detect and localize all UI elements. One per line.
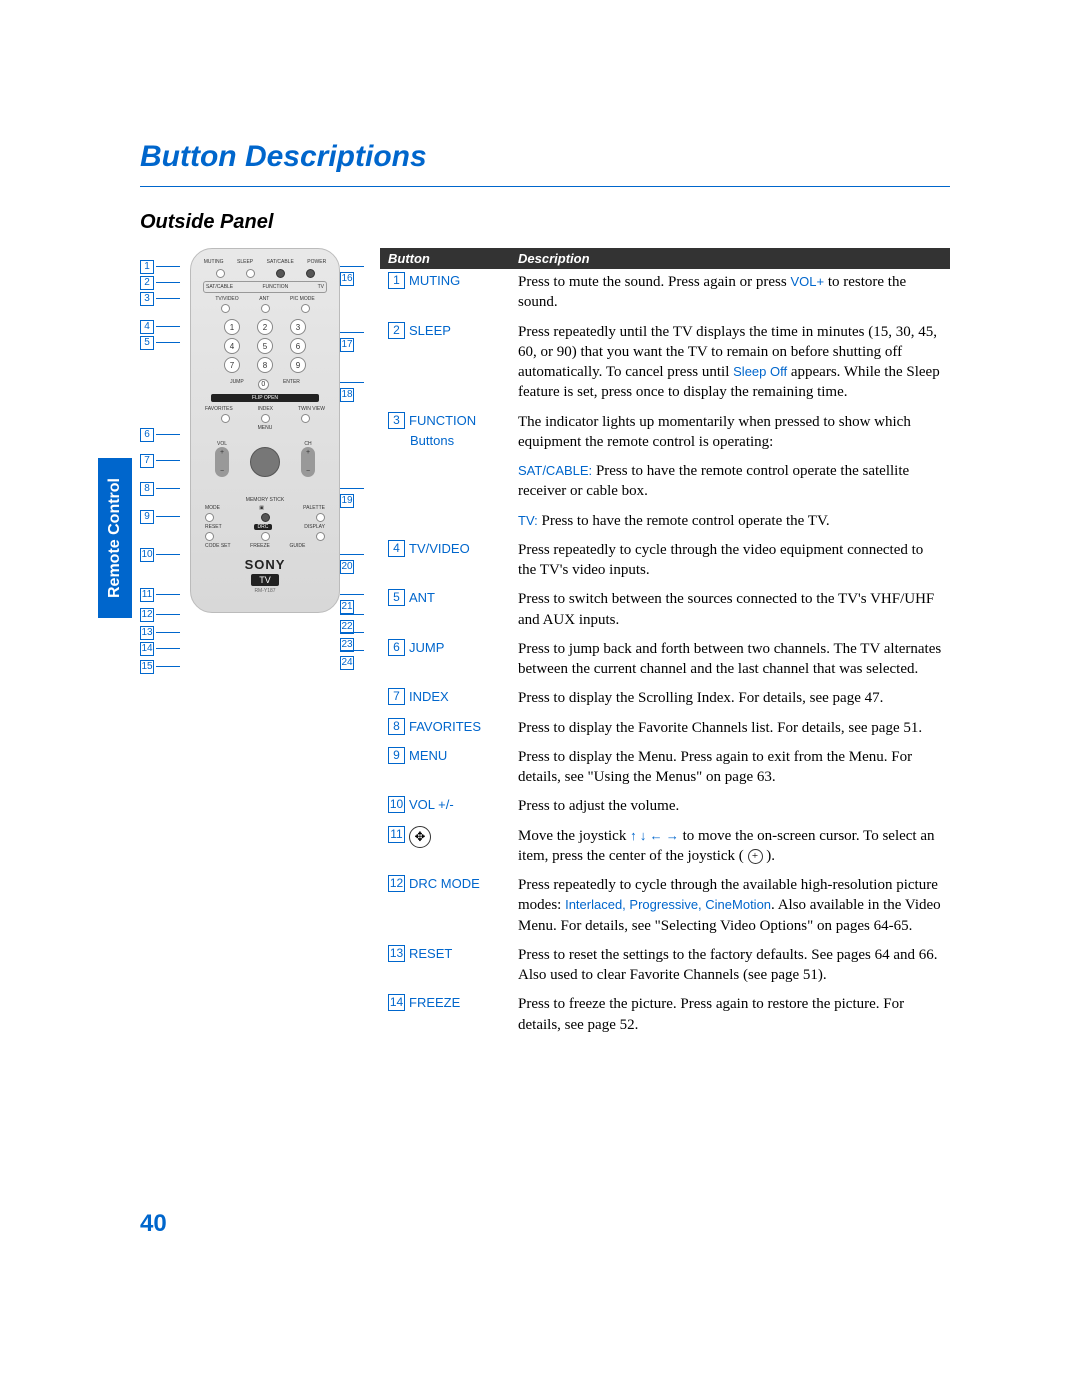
description-cell: Press to display the Scrolling Index. Fo… (510, 685, 950, 714)
table-row: 7INDEXPress to display the Scrolling Ind… (380, 685, 950, 714)
callout-8: 8 (140, 482, 180, 496)
button-cell: 1MUTING (380, 269, 510, 319)
table-row: 12DRC MODEPress repeatedly to cycle thro… (380, 872, 950, 942)
content-row: MUTING SLEEP SAT/CABLE POWER SAT/CABLE F… (140, 248, 950, 1041)
callout-13: 13 (140, 626, 180, 640)
table-row: 9MENUPress to display the Menu. Press ag… (380, 744, 950, 794)
button-cell: 5ANT (380, 586, 510, 636)
callout-5: 5 (140, 336, 180, 350)
joystick-icon (409, 826, 431, 848)
page-title: Button Descriptions (140, 140, 950, 174)
title-rule (140, 186, 950, 187)
button-cell: 4TV/VIDEO (380, 537, 510, 587)
callout-3: 3 (140, 292, 180, 306)
table-row: 13RESETPress to reset the settings to th… (380, 942, 950, 992)
col-header-button: Button (380, 248, 510, 269)
description-cell: Press to display the Menu. Press again t… (510, 744, 950, 794)
description-cell: Move the joystick ↑ ↓ ← → to move the on… (510, 823, 950, 873)
button-cell: 13RESET (380, 942, 510, 992)
description-cell: Press repeatedly to cycle through the vi… (510, 537, 950, 587)
button-description-table: Button Description 1MUTINGPress to mute … (380, 248, 950, 1041)
description-cell: Press to jump back and forth between two… (510, 636, 950, 686)
callout-1: 1 (140, 260, 180, 274)
description-cell: Press repeatedly until the TV displays t… (510, 319, 950, 409)
callout-7: 7 (140, 454, 180, 468)
button-cell: 6JUMP (380, 636, 510, 686)
remote-column: MUTING SLEEP SAT/CABLE POWER SAT/CABLE F… (140, 248, 360, 613)
button-cell: 10VOL +/- (380, 793, 510, 822)
table-row: 3FUNCTIONButtonsThe indicator lights up … (380, 409, 950, 459)
callout-24: 24 (340, 644, 366, 670)
table-row: 1MUTINGPress to mute the sound. Press ag… (380, 269, 950, 319)
description-cell: Press to reset the settings to the facto… (510, 942, 950, 992)
button-cell: 9MENU (380, 744, 510, 794)
remote-illustration: MUTING SLEEP SAT/CABLE POWER SAT/CABLE F… (190, 248, 340, 613)
button-cell: 8FAVORITES (380, 715, 510, 744)
table-row: 4TV/VIDEOPress repeatedly to cycle throu… (380, 537, 950, 587)
description-cell: The indicator lights up momentarily when… (510, 409, 950, 459)
table-row: 8FAVORITESPress to display the Favorite … (380, 715, 950, 744)
description-table-column: Button Description 1MUTINGPress to mute … (380, 248, 950, 1041)
button-cell: 3FUNCTIONButtons (380, 409, 510, 459)
description-cell: Press repeatedly to cycle through the av… (510, 872, 950, 942)
table-row: 5ANTPress to switch between the sources … (380, 586, 950, 636)
table-row: TV: Press to have the remote control ope… (380, 508, 950, 537)
callout-4: 4 (140, 320, 180, 334)
callout-9: 9 (140, 510, 180, 524)
table-row: 2SLEEPPress repeatedly until the TV disp… (380, 319, 950, 409)
callout-6: 6 (140, 428, 180, 442)
callout-20: 20 (340, 548, 366, 574)
callout-12: 12 (140, 608, 180, 622)
description-cell: TV: Press to have the remote control ope… (510, 508, 950, 537)
table-row: SAT/CABLE: Press to have the remote cont… (380, 458, 950, 508)
callout-14: 14 (140, 642, 180, 656)
description-cell: Press to mute the sound. Press again or … (510, 269, 950, 319)
description-cell: SAT/CABLE: Press to have the remote cont… (510, 458, 950, 508)
col-header-description: Description (510, 248, 950, 269)
page-number: 40 (140, 1210, 167, 1238)
button-cell: 2SLEEP (380, 319, 510, 409)
table-row: 10VOL +/-Press to adjust the volume. (380, 793, 950, 822)
callout-10: 10 (140, 548, 180, 562)
button-cell: 14FREEZE (380, 991, 510, 1041)
table-row: 6JUMPPress to jump back and forth betwee… (380, 636, 950, 686)
side-tab: Remote Control (98, 458, 132, 618)
callout-11: 11 (140, 588, 180, 602)
callout-15: 15 (140, 660, 180, 674)
description-cell: Press to switch between the sources conn… (510, 586, 950, 636)
callout-17: 17 (340, 326, 366, 352)
button-cell: 7INDEX (380, 685, 510, 714)
section-subtitle: Outside Panel (140, 211, 950, 234)
table-row: 14FREEZEPress to freeze the picture. Pre… (380, 991, 950, 1041)
callout-19: 19 (340, 482, 366, 508)
description-cell: Press to freeze the picture. Press again… (510, 991, 950, 1041)
description-cell: Press to display the Favorite Channels l… (510, 715, 950, 744)
table-row: 11Move the joystick ↑ ↓ ← → to move the … (380, 823, 950, 873)
page-content: Button Descriptions Outside Panel MUTING… (140, 140, 950, 1041)
callout-2: 2 (140, 276, 180, 290)
button-cell: 12DRC MODE (380, 872, 510, 942)
callout-18: 18 (340, 376, 366, 402)
button-cell: 11 (380, 823, 510, 873)
description-cell: Press to adjust the volume. (510, 793, 950, 822)
callout-16: 16 (340, 260, 366, 286)
